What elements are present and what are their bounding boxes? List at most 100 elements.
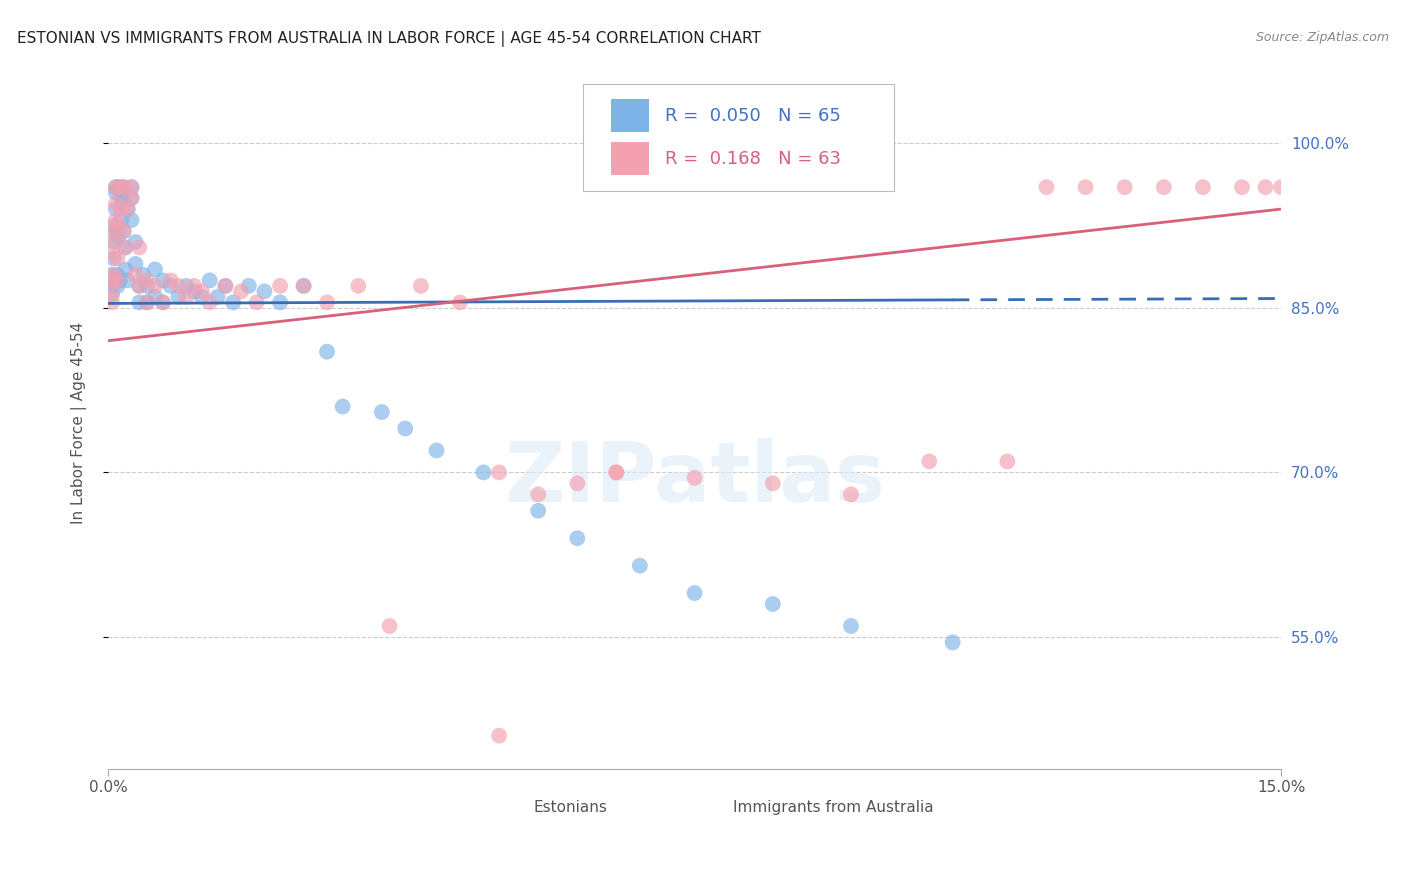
- Text: Estonians: Estonians: [534, 800, 607, 814]
- FancyBboxPatch shape: [583, 85, 894, 192]
- Y-axis label: In Labor Force | Age 45-54: In Labor Force | Age 45-54: [72, 322, 87, 524]
- Point: [108, 180, 131, 194]
- Point: [472, 466, 495, 480]
- Point: [104, 186, 127, 200]
- Point: [128, 278, 150, 293]
- Point: [114, 262, 136, 277]
- Point: [107, 278, 129, 293]
- Point: [207, 290, 229, 304]
- Point: [103, 268, 125, 282]
- Point: [103, 235, 125, 249]
- Point: [229, 285, 252, 299]
- Point: [110, 202, 132, 216]
- Point: [1254, 180, 1277, 194]
- Point: [112, 224, 135, 238]
- Point: [112, 180, 135, 194]
- Point: [527, 504, 550, 518]
- Point: [1192, 180, 1215, 194]
- Point: [183, 278, 205, 293]
- Point: [246, 295, 269, 310]
- Point: [425, 443, 447, 458]
- Point: [762, 597, 785, 611]
- Point: [527, 487, 550, 501]
- Point: [174, 290, 197, 304]
- Point: [292, 278, 315, 293]
- Point: [449, 295, 471, 310]
- Point: [567, 531, 589, 545]
- Bar: [695, 794, 727, 821]
- Point: [104, 180, 127, 194]
- Point: [114, 240, 136, 254]
- Point: [124, 235, 146, 249]
- Bar: [495, 794, 529, 821]
- Point: [110, 191, 132, 205]
- Text: Source: ZipAtlas.com: Source: ZipAtlas.com: [1256, 31, 1389, 45]
- Point: [136, 295, 159, 310]
- Point: [222, 295, 245, 310]
- Point: [128, 240, 150, 254]
- Point: [152, 295, 174, 310]
- Point: [839, 487, 862, 501]
- Point: [167, 278, 190, 293]
- Point: [1114, 180, 1136, 194]
- Point: [1230, 180, 1253, 194]
- Point: [121, 191, 143, 205]
- Point: [104, 196, 127, 211]
- Point: [198, 273, 221, 287]
- Point: [605, 466, 627, 480]
- Point: [104, 213, 127, 227]
- Point: [132, 268, 155, 282]
- Point: [269, 295, 291, 310]
- Point: [1153, 180, 1175, 194]
- Point: [1035, 180, 1057, 194]
- Point: [107, 219, 129, 233]
- Point: [143, 262, 166, 277]
- Point: [488, 729, 510, 743]
- Point: [104, 202, 127, 216]
- Point: [995, 454, 1018, 468]
- Point: [683, 471, 706, 485]
- Point: [101, 285, 124, 299]
- Point: [108, 180, 131, 194]
- Point: [101, 287, 124, 301]
- Point: [159, 273, 181, 287]
- Point: [159, 278, 181, 293]
- Point: [143, 278, 166, 293]
- Point: [316, 344, 339, 359]
- Point: [378, 619, 401, 633]
- Point: [112, 180, 135, 194]
- Point: [128, 278, 150, 293]
- Text: R =  0.168   N = 63: R = 0.168 N = 63: [665, 150, 841, 168]
- Text: Immigrants from Australia: Immigrants from Australia: [734, 800, 934, 814]
- Point: [371, 405, 394, 419]
- Point: [101, 268, 124, 282]
- Point: [104, 224, 127, 238]
- Point: [117, 273, 139, 287]
- Point: [191, 285, 214, 299]
- Point: [107, 229, 129, 244]
- Point: [107, 268, 129, 282]
- Point: [136, 273, 159, 287]
- Point: [409, 278, 432, 293]
- Point: [101, 273, 124, 287]
- Point: [103, 219, 125, 233]
- Point: [143, 290, 166, 304]
- Point: [269, 278, 291, 293]
- Text: ZIPatlas: ZIPatlas: [505, 438, 886, 519]
- Point: [103, 246, 125, 260]
- Point: [103, 273, 125, 287]
- Point: [253, 285, 276, 299]
- Text: ESTONIAN VS IMMIGRANTS FROM AUSTRALIA IN LABOR FORCE | AGE 45-54 CORRELATION CHA: ESTONIAN VS IMMIGRANTS FROM AUSTRALIA IN…: [17, 31, 761, 47]
- Point: [112, 196, 135, 211]
- Point: [605, 466, 627, 480]
- Point: [488, 466, 510, 480]
- Point: [191, 290, 214, 304]
- Point: [839, 619, 862, 633]
- Point: [292, 278, 315, 293]
- Point: [214, 278, 236, 293]
- Point: [124, 257, 146, 271]
- Point: [198, 295, 221, 310]
- Point: [238, 278, 260, 293]
- Point: [394, 421, 416, 435]
- Point: [174, 278, 197, 293]
